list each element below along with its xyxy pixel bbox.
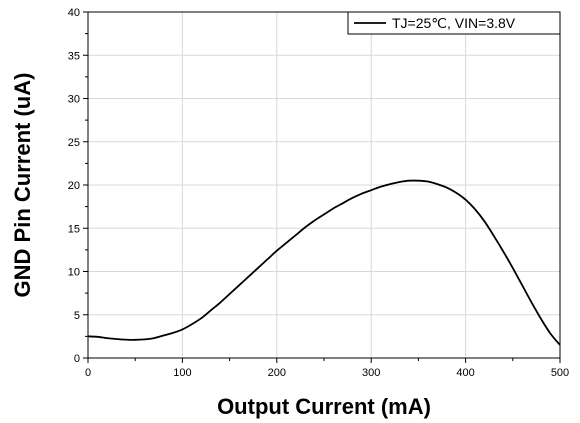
x-tick-label: 0 bbox=[85, 367, 91, 379]
y-tick-label: 5 bbox=[74, 310, 80, 322]
grid bbox=[88, 12, 560, 358]
y-tick-label: 10 bbox=[68, 267, 80, 279]
legend-label: TJ=25℃, VIN=3.8V bbox=[392, 15, 516, 31]
y-tick-label: 40 bbox=[68, 7, 80, 19]
x-tick-label: 200 bbox=[268, 367, 286, 379]
series-layer bbox=[87, 179, 561, 346]
y-tick-label: 15 bbox=[68, 223, 80, 235]
y-axis-title: GND Pin Current (uA) bbox=[10, 73, 35, 298]
x-tick-label: 500 bbox=[551, 367, 569, 379]
legend-box bbox=[347, 11, 561, 35]
x-tick-label: 300 bbox=[362, 367, 380, 379]
series-line bbox=[87, 179, 561, 346]
y-tick-label: 25 bbox=[68, 137, 80, 149]
x-axis-title: Output Current (mA) bbox=[217, 394, 431, 419]
x-tick-label: 400 bbox=[456, 367, 474, 379]
ticks: 0 100 200 300 400 500 0 5 10 15 20 25 30 35 40 bbox=[68, 7, 569, 379]
x-tick-label: 100 bbox=[173, 367, 191, 379]
legend: TJ=25℃, VIN=3.8V bbox=[347, 11, 561, 35]
y-tick-label: 30 bbox=[68, 94, 80, 106]
y-tick-label: 20 bbox=[68, 180, 80, 192]
y-tick-label: 35 bbox=[68, 50, 80, 62]
y-tick-label: 0 bbox=[74, 353, 80, 365]
